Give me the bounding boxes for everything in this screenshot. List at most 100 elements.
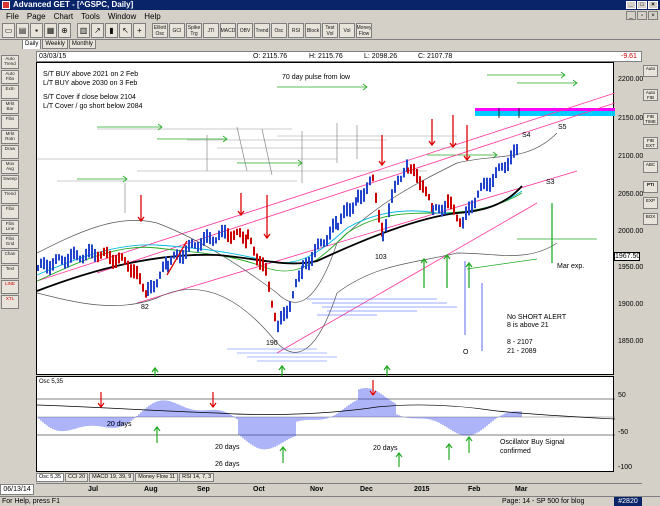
menu-help[interactable]: Help: [144, 11, 161, 21]
price-candle: [118, 252, 120, 264]
title-bar: Advanced GET - [^GSPC, Daily] _ □ ×: [0, 0, 660, 10]
auto-trend-tool[interactable]: Auto Trend: [1, 55, 19, 69]
price-candle: [239, 228, 241, 238]
chan-tool[interactable]: Chan: [1, 250, 19, 264]
price-candle: [162, 261, 164, 273]
menu-tools[interactable]: Tools: [81, 11, 100, 21]
exp-tool[interactable]: EXP: [643, 197, 658, 209]
month-tick: Oct: [253, 486, 265, 493]
line-chart-icon[interactable]: ↗: [91, 23, 104, 38]
price-candle: [301, 265, 303, 280]
tab-rsi[interactable]: RSI 14, 7, 3: [179, 473, 215, 482]
macd-button[interactable]: MACD: [220, 23, 236, 38]
pti-tool[interactable]: PTI: [643, 181, 658, 193]
box-tool[interactable]: BOX: [643, 213, 658, 225]
price-candle: [425, 186, 427, 197]
tab-cci[interactable]: CCI 20: [65, 473, 89, 482]
tab-macd[interactable]: MACD 19, 39, 9: [89, 473, 135, 482]
price-candle: [236, 228, 238, 236]
price-chart-panel[interactable]: S/T BUY above 2021 on 2 Feb L/T BUY abov…: [36, 62, 615, 376]
note-20-days-3: 20 days: [373, 445, 398, 452]
obv-button[interactable]: OBV: [237, 23, 253, 38]
xtl-tool[interactable]: XTL: [1, 295, 19, 309]
candle-icon[interactable]: ▮: [105, 23, 118, 38]
menu-chart[interactable]: Chart: [53, 11, 74, 21]
save-icon[interactable]: ▪: [30, 23, 43, 38]
price-candle: [407, 167, 409, 174]
open-icon[interactable]: ▤: [16, 23, 29, 38]
close-button[interactable]: ×: [648, 1, 658, 9]
price-candle: [256, 253, 258, 266]
price-candle: [227, 228, 229, 243]
sweep-tool[interactable]: Sweep: [1, 175, 19, 189]
print-icon[interactable]: ▦: [44, 23, 57, 38]
mrkt-rotn-tool[interactable]: Mrkt Rotn: [1, 130, 19, 144]
start-date-box[interactable]: 06/13/14: [0, 484, 34, 495]
doc-restore-button[interactable]: ▫: [637, 11, 647, 20]
auto-fib-tool[interactable]: Auto FIB: [643, 89, 658, 101]
price-candle: [106, 246, 108, 259]
price-candle: [221, 224, 223, 238]
maximize-button[interactable]: □: [637, 1, 647, 9]
new-icon[interactable]: ▭: [2, 23, 15, 38]
draw-tool[interactable]: Draw: [1, 145, 19, 159]
menu-file[interactable]: File: [6, 11, 19, 21]
price-candle: [233, 230, 235, 241]
auto-fibs-tool[interactable]: Auto Fibs: [1, 70, 19, 84]
block-button[interactable]: Block: [305, 23, 321, 38]
text-tool[interactable]: Text: [1, 265, 19, 279]
toolbar-separator: [147, 23, 151, 38]
resistance-cyan: [475, 111, 615, 116]
crosshair-icon[interactable]: +: [133, 23, 146, 38]
cursor-icon[interactable]: ↖: [119, 23, 132, 38]
minimize-button[interactable]: _: [626, 1, 636, 9]
spike-trg-button[interactable]: Spike Trg: [186, 23, 202, 38]
price-candle: [498, 163, 500, 172]
gci-button[interactable]: GCI: [169, 23, 185, 38]
vol-button[interactable]: Vol: [339, 23, 355, 38]
price-candle: [194, 242, 196, 249]
extn-tool[interactable]: Extn: [1, 85, 19, 99]
elliott-osc-button[interactable]: Elliott Osc: [152, 23, 168, 38]
note-confirmed: confirmed: [500, 448, 531, 455]
jti-button[interactable]: JTI: [203, 23, 219, 38]
doc-minimize-button[interactable]: _: [626, 11, 636, 20]
trend-button[interactable]: Trend: [254, 23, 270, 38]
fibs-tool-2[interactable]: Fibs: [1, 205, 19, 219]
tab-monthly[interactable]: Monthly: [68, 39, 96, 49]
price-candle: [147, 282, 149, 297]
osc-button[interactable]: Osc: [271, 23, 287, 38]
doc-close-button[interactable]: ×: [648, 11, 658, 20]
abc-tool[interactable]: ABC: [643, 161, 658, 173]
zoom-icon[interactable]: ⊕: [58, 23, 71, 38]
menu-page[interactable]: Page: [26, 11, 46, 21]
tab-daily[interactable]: Daily: [22, 39, 42, 49]
menu-window[interactable]: Window: [107, 11, 137, 21]
price-candle: [335, 215, 337, 230]
price-candle: [382, 231, 384, 242]
price-candle: [58, 254, 60, 261]
bar-chart-icon[interactable]: ▥: [77, 23, 90, 38]
line-tool[interactable]: LINE: [1, 280, 19, 294]
money-flow-button[interactable]: Money Flow: [356, 23, 372, 38]
oscillator-panel[interactable]: Osc 5,35 20 days 20 days 26 days 20 days…: [36, 376, 615, 472]
mrkt-bar-tool[interactable]: Mrkt Bar: [1, 100, 19, 114]
fibs-grid-tool[interactable]: Fibs Grid: [1, 235, 19, 249]
fibs-tool[interactable]: Fibs: [1, 115, 19, 129]
label-103: 103: [375, 254, 387, 261]
tab-osc[interactable]: Osc 5,35: [36, 473, 65, 482]
fibs-line-tool[interactable]: Fibs Line: [1, 220, 19, 234]
trend-tool[interactable]: Trend: [1, 190, 19, 204]
rsi-button[interactable]: RSI: [288, 23, 304, 38]
tab-money-flow[interactable]: Money Flow 11: [135, 473, 179, 482]
fib-time-tool[interactable]: FIB TIME: [643, 113, 658, 125]
price-candle: [352, 202, 354, 214]
fib-ext-tool[interactable]: FIB EXT: [643, 137, 658, 149]
osc-tick: -50: [618, 429, 629, 436]
price-candle: [142, 283, 144, 292]
test-vol-button[interactable]: Test Vol: [322, 23, 338, 38]
mov-avg-tool[interactable]: Mov Avg: [1, 160, 19, 174]
auto-tool[interactable]: Auto: [643, 65, 658, 77]
tab-weekly[interactable]: Weekly: [42, 39, 68, 49]
price-candle: [453, 204, 455, 215]
